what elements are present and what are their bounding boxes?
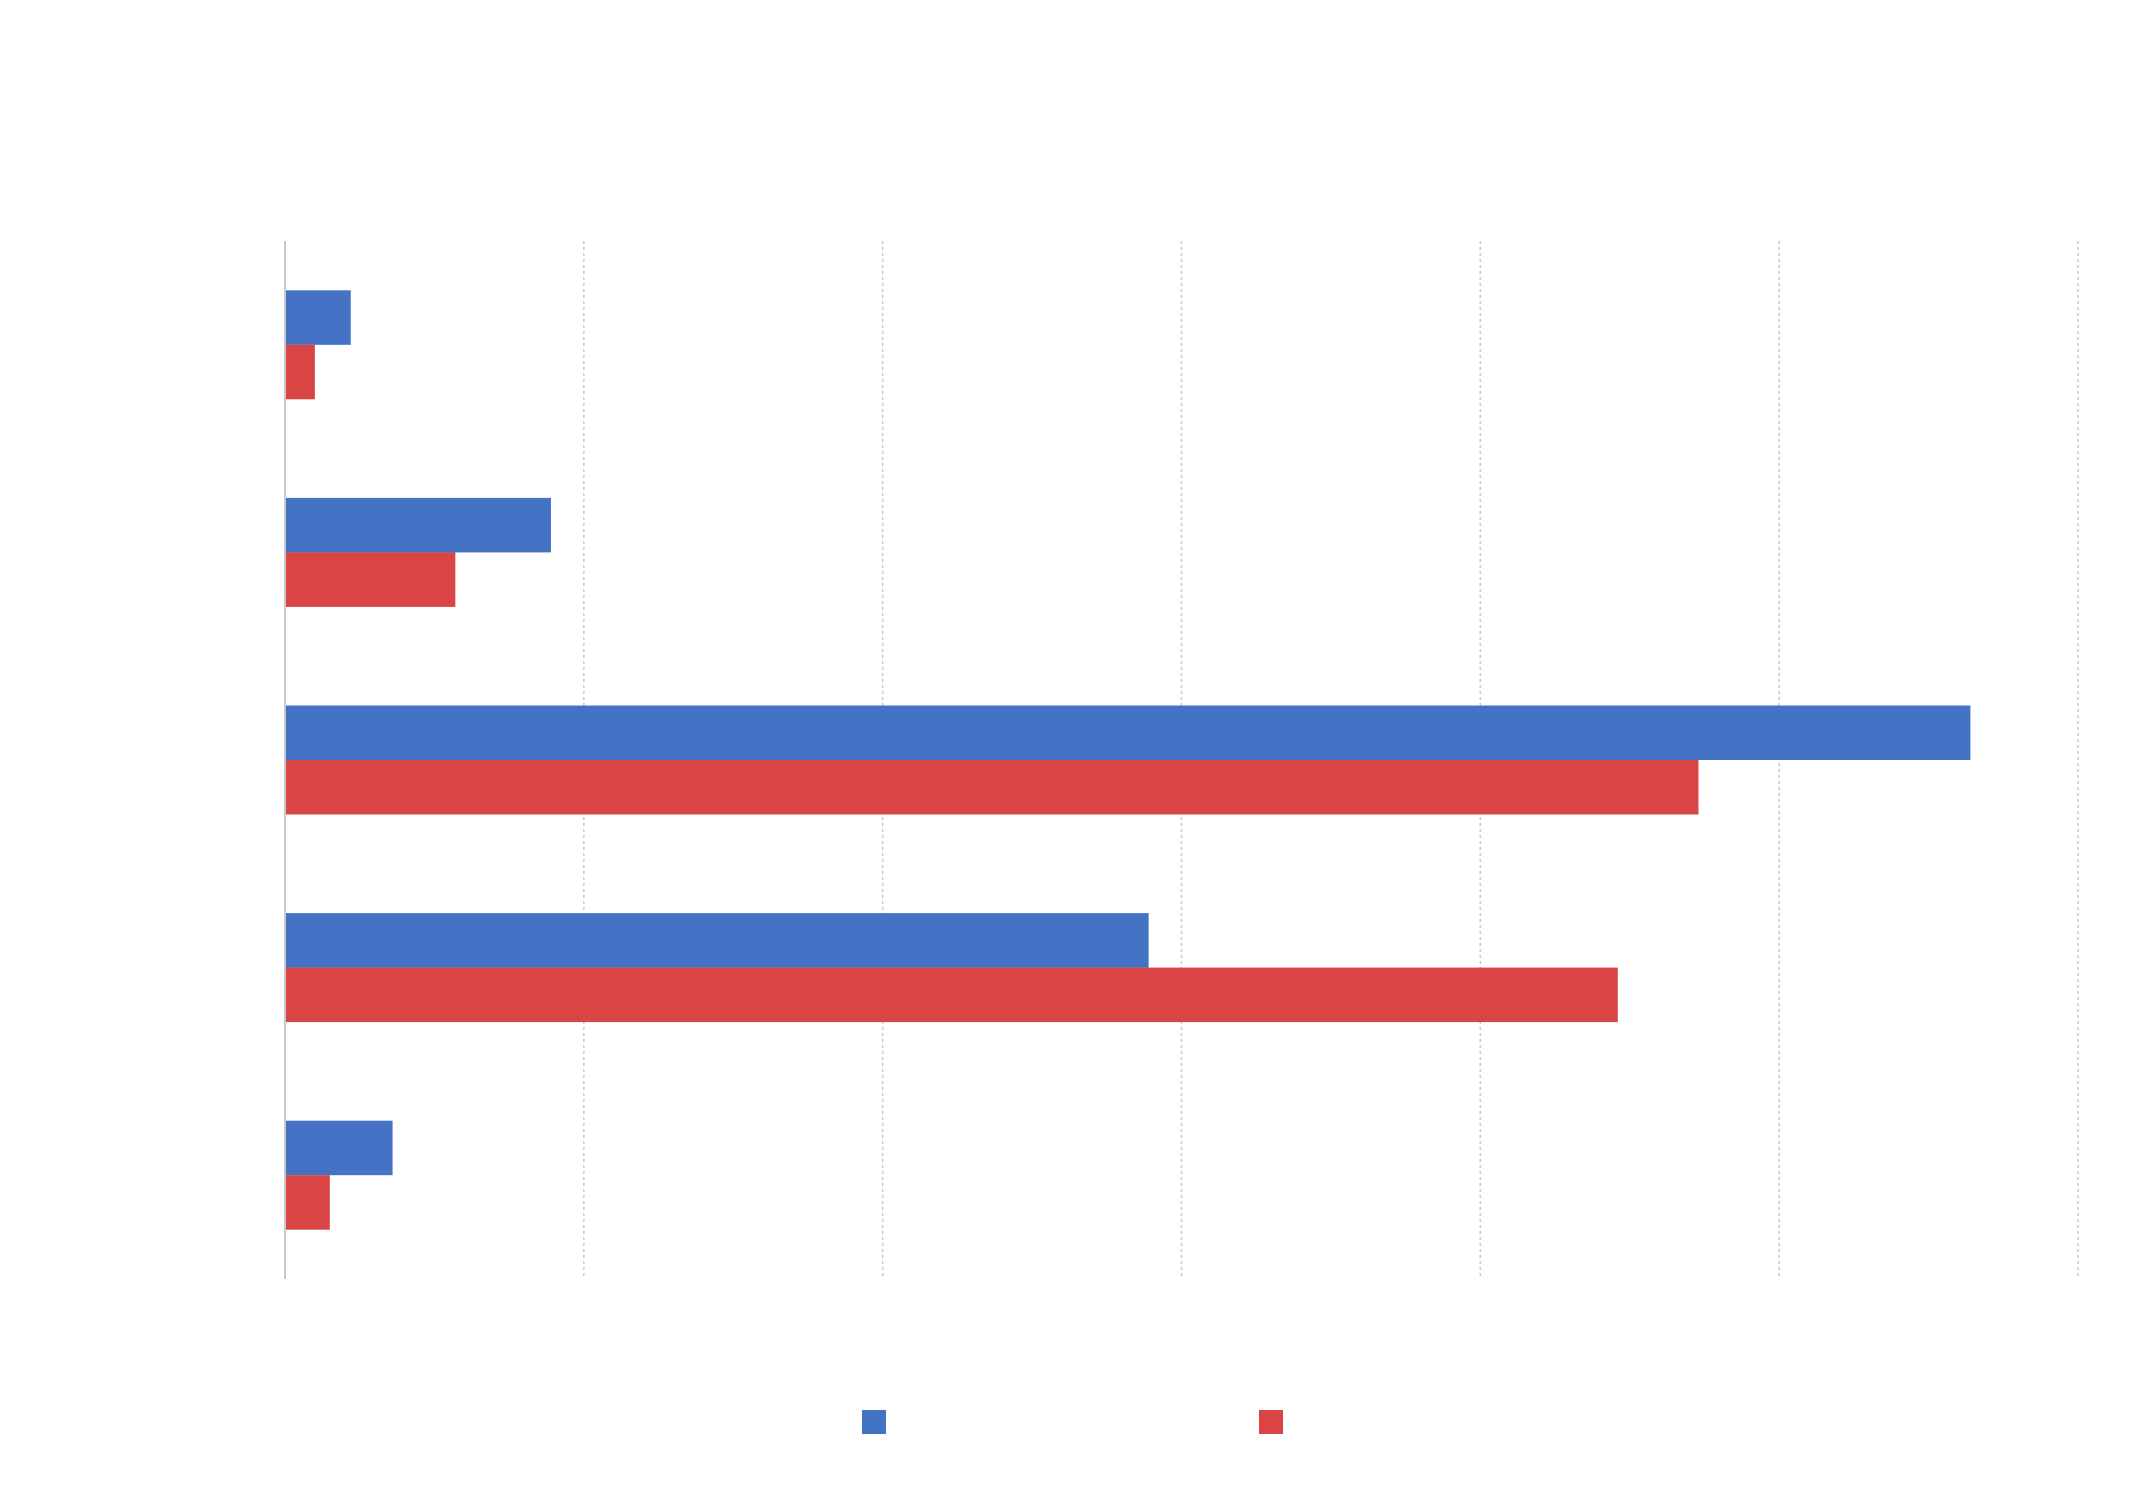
bar-series-1-category-3 (285, 967, 1618, 1023)
legend-swatch-series-1 (1259, 1410, 1283, 1434)
legend-swatch-series-0 (862, 1410, 886, 1434)
bar-series-0-category-3 (285, 913, 1149, 968)
legend (0, 1410, 2148, 1440)
bar-series-0-category-1 (285, 497, 551, 553)
bar-series-1-category-0 (285, 344, 315, 400)
bars (285, 290, 1971, 1230)
legend-item-series-0 (862, 1410, 896, 1434)
bar-series-0-category-4 (285, 1120, 393, 1176)
bar-series-1-category-4 (285, 1175, 330, 1230)
bar-series-1-category-1 (285, 552, 456, 607)
bar-series-1-category-2 (285, 760, 1699, 815)
legend-item-series-1 (1259, 1410, 1293, 1434)
bar-series-0-category-2 (285, 705, 1971, 760)
bar-series-0-category-0 (285, 290, 351, 345)
